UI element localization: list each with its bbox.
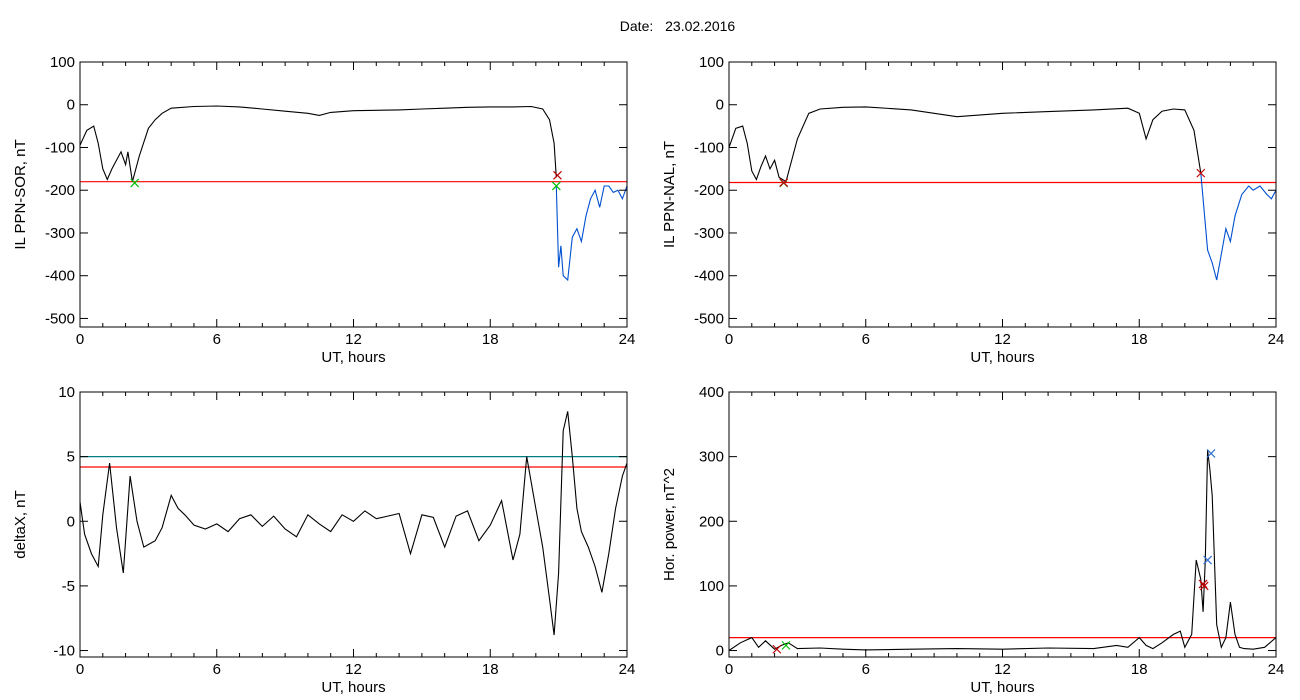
x-tick-label: 6 bbox=[862, 331, 870, 348]
y-tick-label: 0 bbox=[716, 97, 724, 114]
x-tick-label: 12 bbox=[994, 661, 1011, 678]
y-tick-label: 0 bbox=[716, 643, 724, 660]
y-axis-title: deltaX, nT bbox=[12, 490, 29, 558]
marker-green bbox=[781, 640, 791, 650]
y-tick-label: 0 bbox=[67, 97, 75, 114]
chart-date-title: Date: 23.02.2016 bbox=[0, 18, 1300, 34]
y-tick-label: 5 bbox=[67, 449, 75, 466]
x-tick-label: 0 bbox=[76, 331, 84, 348]
x-tick-label: 6 bbox=[213, 661, 221, 678]
y-tick-label: -5 bbox=[62, 578, 75, 595]
marker-stroke bbox=[1199, 581, 1209, 591]
x-axis-title: UT, hours bbox=[321, 349, 385, 366]
series-line-black bbox=[728, 106, 1202, 183]
x-axis-title: UT, hours bbox=[970, 349, 1034, 366]
y-axis-title: IL PPN-NAL, nT bbox=[661, 141, 678, 248]
x-tick-label: 24 bbox=[619, 661, 636, 678]
marker-stroke bbox=[781, 640, 791, 650]
chart-panel-power: 0 6 12 18 24 400 300 200 100 0 UT, hours Hor. power… bbox=[661, 384, 1284, 696]
marker-red bbox=[553, 170, 562, 180]
y-tick-label: -100 bbox=[45, 139, 75, 156]
marker-red bbox=[779, 178, 789, 187]
date-value: 23.02.2016 bbox=[665, 18, 736, 34]
y-tick-label: -300 bbox=[694, 225, 724, 242]
marker-blue bbox=[1206, 448, 1216, 458]
y-tick-label: -300 bbox=[45, 225, 75, 242]
marker-red bbox=[1199, 581, 1209, 591]
y-tick-label: -500 bbox=[694, 310, 724, 327]
x-tick-label: 12 bbox=[994, 331, 1011, 348]
y-tick-label: -100 bbox=[694, 139, 724, 156]
marker-stroke bbox=[1203, 555, 1213, 565]
y-tick-label: 200 bbox=[699, 513, 724, 530]
plot-frame bbox=[79, 391, 628, 658]
series-line-blue bbox=[555, 185, 628, 282]
marker-stroke bbox=[1206, 448, 1216, 458]
x-tick-label: 0 bbox=[76, 661, 84, 678]
chart-panel-nal: 0 6 12 18 24 100 0 -100 -200 -300 -400 -500 UT, hour… bbox=[661, 54, 1284, 366]
date-label: Date: bbox=[619, 18, 654, 34]
x-tick-label: 18 bbox=[1131, 331, 1148, 348]
marker-green bbox=[130, 178, 140, 188]
x-tick-label: 6 bbox=[862, 661, 870, 678]
y-tick-label: -400 bbox=[45, 268, 75, 285]
marker-stroke bbox=[779, 178, 789, 187]
y-tick-label: -10 bbox=[53, 643, 75, 660]
x-tick-label: 0 bbox=[725, 661, 733, 678]
marker-stroke bbox=[130, 178, 140, 188]
x-tick-label: 24 bbox=[1268, 331, 1285, 348]
y-tick-label: 400 bbox=[699, 384, 724, 401]
series-line-black bbox=[79, 411, 628, 636]
marker-stroke bbox=[1196, 168, 1206, 178]
chart-panel-deltax: 0 6 12 18 24 10 5 0 -5 -10 UT, hours deltaX, nT bbox=[12, 384, 635, 696]
series-line-black bbox=[79, 105, 557, 182]
x-tick-label: 0 bbox=[725, 331, 733, 348]
marker-stroke bbox=[551, 181, 561, 191]
plot-frame bbox=[79, 61, 628, 328]
x-tick-label: 24 bbox=[619, 331, 636, 348]
marker-red bbox=[1196, 168, 1206, 178]
y-tick-label: -500 bbox=[45, 310, 75, 327]
marker-green bbox=[551, 181, 561, 191]
marker-stroke bbox=[772, 644, 782, 654]
y-tick-label: 10 bbox=[58, 384, 75, 401]
x-tick-label: 18 bbox=[482, 661, 499, 678]
y-axis-title: IL PPN-SOR, nT bbox=[12, 139, 29, 249]
x-tick-label: 6 bbox=[213, 331, 221, 348]
y-tick-label: 100 bbox=[699, 578, 724, 595]
x-tick-label: 12 bbox=[345, 661, 362, 678]
x-tick-label: 12 bbox=[345, 331, 362, 348]
x-tick-label: 18 bbox=[1131, 661, 1148, 678]
marker-stroke bbox=[553, 170, 562, 180]
y-tick-label: 300 bbox=[699, 449, 724, 466]
y-tick-label: 100 bbox=[50, 54, 75, 71]
x-axis-title: UT, hours bbox=[970, 679, 1034, 696]
y-tick-label: -200 bbox=[45, 182, 75, 199]
marker-blue bbox=[1203, 555, 1213, 565]
x-tick-label: 18 bbox=[482, 331, 499, 348]
series-line-blue bbox=[1200, 173, 1277, 281]
plot-frame bbox=[728, 391, 1277, 658]
y-tick-label: 0 bbox=[67, 513, 75, 530]
y-axis-title: Hor. power, nT^2 bbox=[661, 468, 678, 581]
series-line-black bbox=[728, 450, 1277, 651]
x-axis-title: UT, hours bbox=[321, 679, 385, 696]
y-tick-label: -200 bbox=[694, 182, 724, 199]
plot-frame bbox=[728, 61, 1277, 328]
y-tick-label: -400 bbox=[694, 268, 724, 285]
marker-red bbox=[772, 644, 782, 654]
x-tick-label: 24 bbox=[1268, 661, 1285, 678]
chart-panel-sor: 0 6 12 18 24 100 0 -100 -200 -300 -400 -500 UT, hour… bbox=[12, 54, 635, 366]
y-tick-label: 100 bbox=[699, 54, 724, 71]
